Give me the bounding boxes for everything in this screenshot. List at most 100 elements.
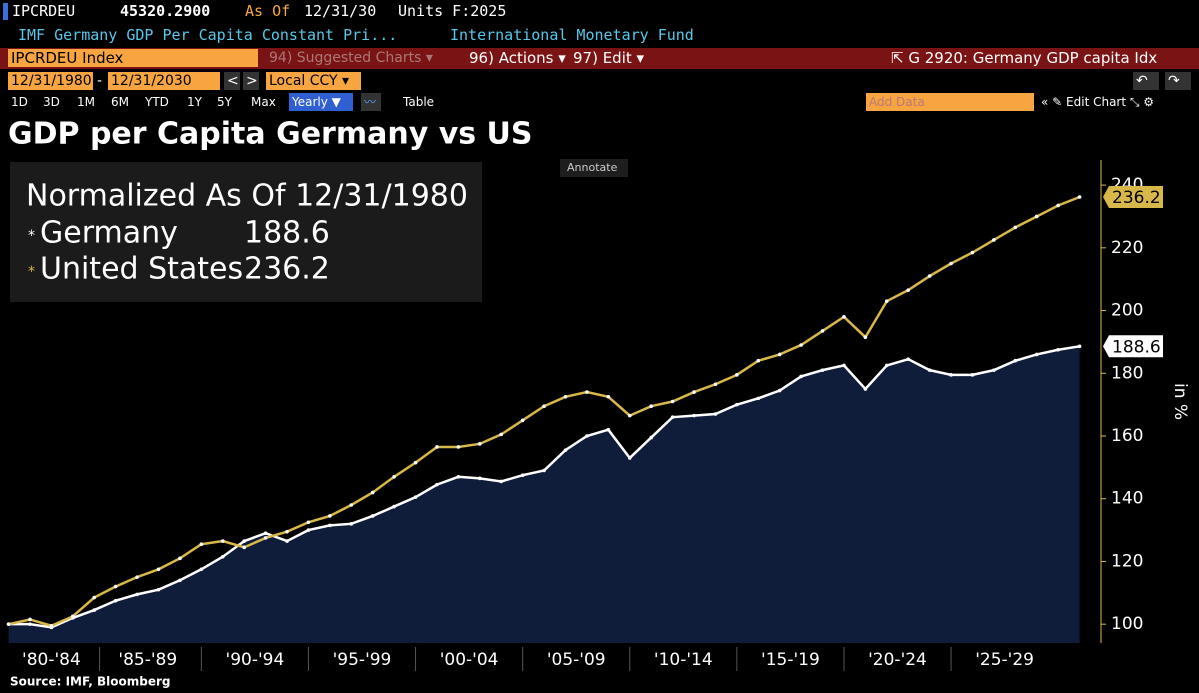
x-tick-label: '90-'94 [226, 650, 285, 670]
period-button[interactable]: YTD [145, 95, 169, 109]
point [178, 556, 182, 561]
chart-name[interactable]: ⇱ G 2920: Germany GDP capita Idx [891, 49, 1158, 67]
point [28, 617, 32, 622]
point [263, 536, 268, 540]
point [1034, 352, 1039, 357]
source-name: International Monetary Fund [450, 26, 694, 44]
point [135, 592, 139, 597]
point [349, 522, 354, 526]
point [392, 504, 396, 509]
frequency[interactable]: Yearly ▼ [289, 93, 353, 111]
edit-menu[interactable]: 97) Edit ▾ [573, 49, 645, 67]
point [306, 520, 311, 525]
y-axis-label: in % [1170, 383, 1190, 420]
security-input[interactable]: IPCRDEU Index [8, 49, 258, 67]
point [135, 575, 139, 579]
actions-menu[interactable]: 96) Actions ▾ [469, 49, 566, 67]
point [970, 250, 975, 255]
period-button[interactable]: 6M [111, 95, 129, 109]
point [349, 503, 354, 507]
point [692, 413, 696, 418]
end-date[interactable]: 12/31/2030 [108, 72, 220, 90]
point [992, 238, 996, 242]
start-date[interactable]: 12/31/1980 [8, 72, 93, 90]
annotate-button[interactable] [560, 159, 628, 177]
description: IMF Germany GDP Per Capita Constant Pri.… [18, 26, 398, 44]
point [49, 623, 54, 628]
point [392, 474, 396, 479]
y-tick-label: 120 [1111, 551, 1143, 571]
point [949, 373, 953, 377]
point [285, 529, 289, 534]
period-button[interactable]: 1M [77, 95, 95, 109]
period-button[interactable]: 5Y [217, 95, 232, 109]
area [8, 346, 1080, 643]
point [199, 542, 204, 547]
y-tick-label: 140 [1111, 489, 1143, 509]
point [263, 531, 268, 536]
point [756, 396, 761, 401]
point [713, 382, 718, 387]
point [1056, 203, 1060, 208]
undo-button[interactable]: ↶ [1133, 72, 1159, 90]
x-tick-label: '85-'89 [118, 650, 177, 670]
point [178, 578, 182, 583]
point [799, 374, 803, 379]
chart-icon[interactable]: 〰 [361, 93, 381, 111]
period-button[interactable]: 1Y [187, 95, 202, 109]
period-button[interactable]: 3D [43, 95, 60, 109]
point [328, 523, 332, 528]
as-of-date: 12/31/30 [304, 2, 377, 20]
currency[interactable]: Local CCY ▾ [266, 72, 361, 90]
ticker: IPCRDEU [12, 2, 76, 20]
last-value-box [1103, 186, 1163, 209]
point [820, 329, 825, 333]
prev-button[interactable]: < [224, 72, 240, 90]
point [499, 432, 504, 437]
point [884, 299, 889, 303]
y-tick-label: 180 [1111, 363, 1143, 383]
label: 96) Actions [469, 49, 554, 67]
next-button[interactable]: > [243, 72, 259, 90]
point [649, 435, 653, 440]
last-value-label: 188.6 [1112, 337, 1161, 357]
point [113, 584, 118, 589]
table-button[interactable]: Table [403, 95, 435, 109]
point [242, 545, 246, 550]
point [970, 373, 975, 377]
edit-chart[interactable]: « ✎ Edit Chart ⤡ ⚙ [1041, 95, 1155, 109]
point [606, 427, 611, 432]
redo-button[interactable]: ↷ [1165, 72, 1191, 90]
last-value-box [1103, 335, 1163, 358]
point [884, 363, 889, 368]
point [606, 394, 611, 399]
as-of-label: As Of [245, 2, 291, 20]
point [585, 390, 589, 394]
point [777, 388, 782, 393]
label: Edit Chart [1066, 95, 1127, 109]
point [435, 445, 439, 449]
point [670, 415, 675, 419]
period-button[interactable]: Max [251, 95, 276, 109]
point [799, 343, 803, 347]
price: 45320.2900 [120, 2, 211, 20]
point [820, 368, 825, 372]
point [863, 387, 868, 391]
point [756, 358, 761, 363]
point [585, 434, 589, 438]
legend-box [10, 162, 482, 302]
period-button[interactable]: 1D [11, 95, 28, 109]
point [949, 261, 953, 266]
label: 94) Suggested Charts [269, 50, 422, 66]
suggested-charts[interactable]: 94) Suggested Charts ▾ [269, 50, 433, 66]
point [520, 418, 525, 423]
point [692, 390, 696, 394]
add-data[interactable]: Add Data [866, 93, 1034, 111]
date-sep: - [97, 73, 103, 89]
last-value-label: 236.2 [1112, 188, 1161, 208]
point [220, 539, 225, 543]
point [1056, 347, 1060, 352]
point [28, 622, 32, 626]
y-tick-label: 220 [1111, 238, 1143, 258]
